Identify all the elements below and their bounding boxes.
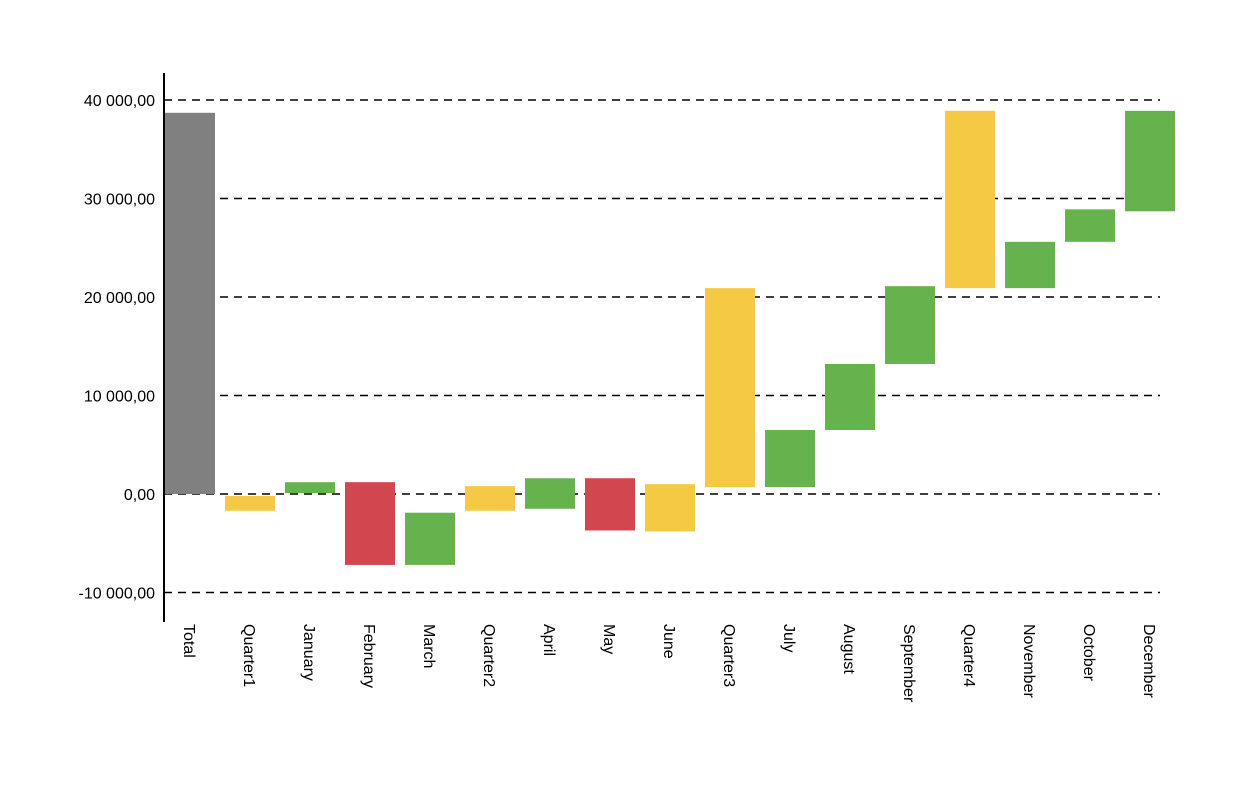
bar-quarter4 xyxy=(945,110,995,289)
bar-may xyxy=(585,478,635,531)
x-category-label: April xyxy=(540,624,557,656)
x-category-label: December xyxy=(1140,624,1157,698)
x-category-label: November xyxy=(1020,624,1037,698)
bar-july xyxy=(765,429,815,488)
bar-april xyxy=(525,478,575,509)
bar-june xyxy=(645,484,695,532)
x-category-label: October xyxy=(1080,624,1097,682)
y-tick-label: 30 000,00 xyxy=(84,192,155,209)
bar-november xyxy=(1005,241,1055,289)
x-category-label: September xyxy=(900,624,917,703)
bar-january xyxy=(285,482,335,494)
bar-october xyxy=(1065,209,1115,242)
bar-february xyxy=(345,482,395,565)
x-category-label: July xyxy=(780,624,797,652)
x-category-label: January xyxy=(300,624,317,681)
x-category-label: Quarter3 xyxy=(720,624,737,687)
x-category-label: February xyxy=(360,624,377,688)
bar-december xyxy=(1125,110,1175,212)
y-tick-label: 0,00 xyxy=(124,487,155,504)
bar-total xyxy=(165,112,215,495)
y-tick-label: 20 000,00 xyxy=(84,290,155,307)
x-category-label: Quarter2 xyxy=(480,624,497,687)
x-category-label: Total xyxy=(180,624,197,658)
bar-quarter2 xyxy=(465,486,515,511)
y-tick-labels: 40 000,00 30 000,00 20 000,00 10 000,00 0,00… xyxy=(78,93,155,603)
bar-quarter1 xyxy=(225,495,275,511)
x-category-labels: Total Quarter1 January February March Quarter… xyxy=(180,624,1157,703)
x-category-label: Quarter4 xyxy=(960,624,977,687)
x-category-label: May xyxy=(600,624,617,654)
x-category-label: August xyxy=(840,624,857,674)
x-category-label: March xyxy=(420,624,437,668)
bar-september xyxy=(885,286,935,364)
bars xyxy=(165,110,1175,565)
x-category-label: Quarter1 xyxy=(240,624,257,687)
bar-march xyxy=(405,512,455,565)
y-tick-label: 10 000,00 xyxy=(84,389,155,406)
bar-august xyxy=(825,363,875,430)
bar-quarter3 xyxy=(705,288,755,488)
y-tick-label: -10 000,00 xyxy=(78,586,155,603)
y-tick-label: 40 000,00 xyxy=(84,93,155,110)
x-category-label: June xyxy=(660,624,677,659)
